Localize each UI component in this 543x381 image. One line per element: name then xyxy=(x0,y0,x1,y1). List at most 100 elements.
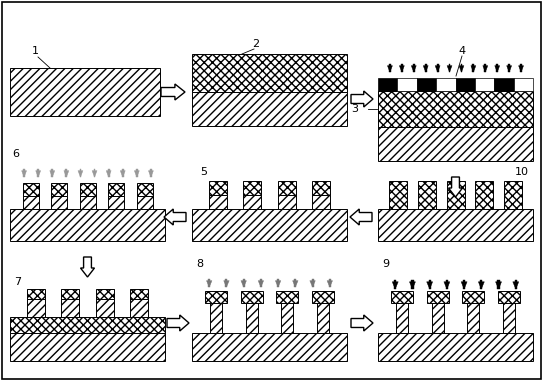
Bar xyxy=(61,289,79,299)
Bar xyxy=(389,181,407,209)
Polygon shape xyxy=(148,171,154,177)
Polygon shape xyxy=(120,171,125,177)
Bar xyxy=(10,317,165,333)
Bar xyxy=(416,78,436,91)
Bar xyxy=(472,64,475,72)
Bar xyxy=(497,280,500,289)
Bar xyxy=(192,54,347,92)
Polygon shape xyxy=(80,257,94,277)
Bar xyxy=(79,196,96,209)
Polygon shape xyxy=(50,171,55,177)
Bar xyxy=(467,303,479,333)
Polygon shape xyxy=(449,177,463,197)
Bar xyxy=(520,64,522,72)
Polygon shape xyxy=(387,66,393,72)
Bar xyxy=(389,64,391,72)
Polygon shape xyxy=(507,66,512,72)
Bar xyxy=(205,291,228,303)
Bar xyxy=(463,280,465,289)
Polygon shape xyxy=(134,171,140,177)
Polygon shape xyxy=(447,66,452,72)
Bar xyxy=(10,333,165,361)
Bar xyxy=(312,181,330,195)
Bar xyxy=(437,64,439,72)
Text: 5: 5 xyxy=(200,167,207,177)
Polygon shape xyxy=(310,281,315,287)
Bar xyxy=(378,209,533,241)
Bar xyxy=(446,181,464,209)
Bar xyxy=(427,291,449,303)
Bar xyxy=(460,64,463,72)
Bar xyxy=(10,209,165,241)
Text: 2: 2 xyxy=(252,39,259,49)
Bar xyxy=(22,196,39,209)
Polygon shape xyxy=(444,282,450,289)
Bar xyxy=(130,289,148,299)
Bar xyxy=(10,68,160,116)
Bar xyxy=(79,169,81,177)
Bar xyxy=(378,78,397,91)
Bar xyxy=(456,78,475,91)
Polygon shape xyxy=(471,66,476,72)
Polygon shape xyxy=(435,66,440,72)
Polygon shape xyxy=(513,282,519,289)
Bar xyxy=(52,169,53,177)
Bar xyxy=(23,169,25,177)
Polygon shape xyxy=(78,171,83,177)
Polygon shape xyxy=(411,66,416,72)
Polygon shape xyxy=(327,281,332,287)
Bar xyxy=(278,195,296,209)
Bar xyxy=(79,183,96,196)
Bar xyxy=(503,303,515,333)
Bar xyxy=(425,64,427,72)
Bar xyxy=(449,64,451,72)
Bar xyxy=(37,169,39,177)
Polygon shape xyxy=(161,84,185,100)
Bar xyxy=(317,303,329,333)
Bar xyxy=(514,78,533,91)
Polygon shape xyxy=(224,281,229,287)
Bar xyxy=(260,279,262,287)
Polygon shape xyxy=(350,209,372,225)
Bar xyxy=(294,279,296,287)
Bar xyxy=(209,195,226,209)
Bar xyxy=(192,333,347,361)
Polygon shape xyxy=(351,315,373,331)
Bar xyxy=(210,303,223,333)
Bar xyxy=(312,291,333,303)
Bar xyxy=(208,279,210,287)
Text: 6: 6 xyxy=(12,149,19,159)
Bar xyxy=(484,64,487,72)
Polygon shape xyxy=(206,281,212,287)
Polygon shape xyxy=(36,171,41,177)
Bar xyxy=(312,279,314,287)
Bar xyxy=(150,169,152,177)
Bar xyxy=(394,280,396,289)
Polygon shape xyxy=(167,315,189,331)
Bar xyxy=(96,289,114,299)
Bar xyxy=(243,279,245,287)
Bar xyxy=(392,291,413,303)
Bar xyxy=(436,78,456,91)
Bar xyxy=(378,91,533,127)
Bar xyxy=(51,196,67,209)
Bar xyxy=(428,280,431,289)
Polygon shape xyxy=(461,282,467,289)
Polygon shape xyxy=(399,66,405,72)
Polygon shape xyxy=(483,66,488,72)
Bar xyxy=(209,181,226,195)
Polygon shape xyxy=(106,171,111,177)
Bar xyxy=(413,64,415,72)
Bar xyxy=(446,280,448,289)
Bar xyxy=(51,183,67,196)
Polygon shape xyxy=(92,171,97,177)
Polygon shape xyxy=(495,66,500,72)
Bar xyxy=(277,279,279,287)
Bar xyxy=(96,299,114,317)
Bar xyxy=(122,169,124,177)
Bar xyxy=(246,303,258,333)
Text: 8: 8 xyxy=(196,259,203,269)
Bar xyxy=(496,64,498,72)
Bar xyxy=(418,181,435,209)
Bar xyxy=(411,280,414,289)
